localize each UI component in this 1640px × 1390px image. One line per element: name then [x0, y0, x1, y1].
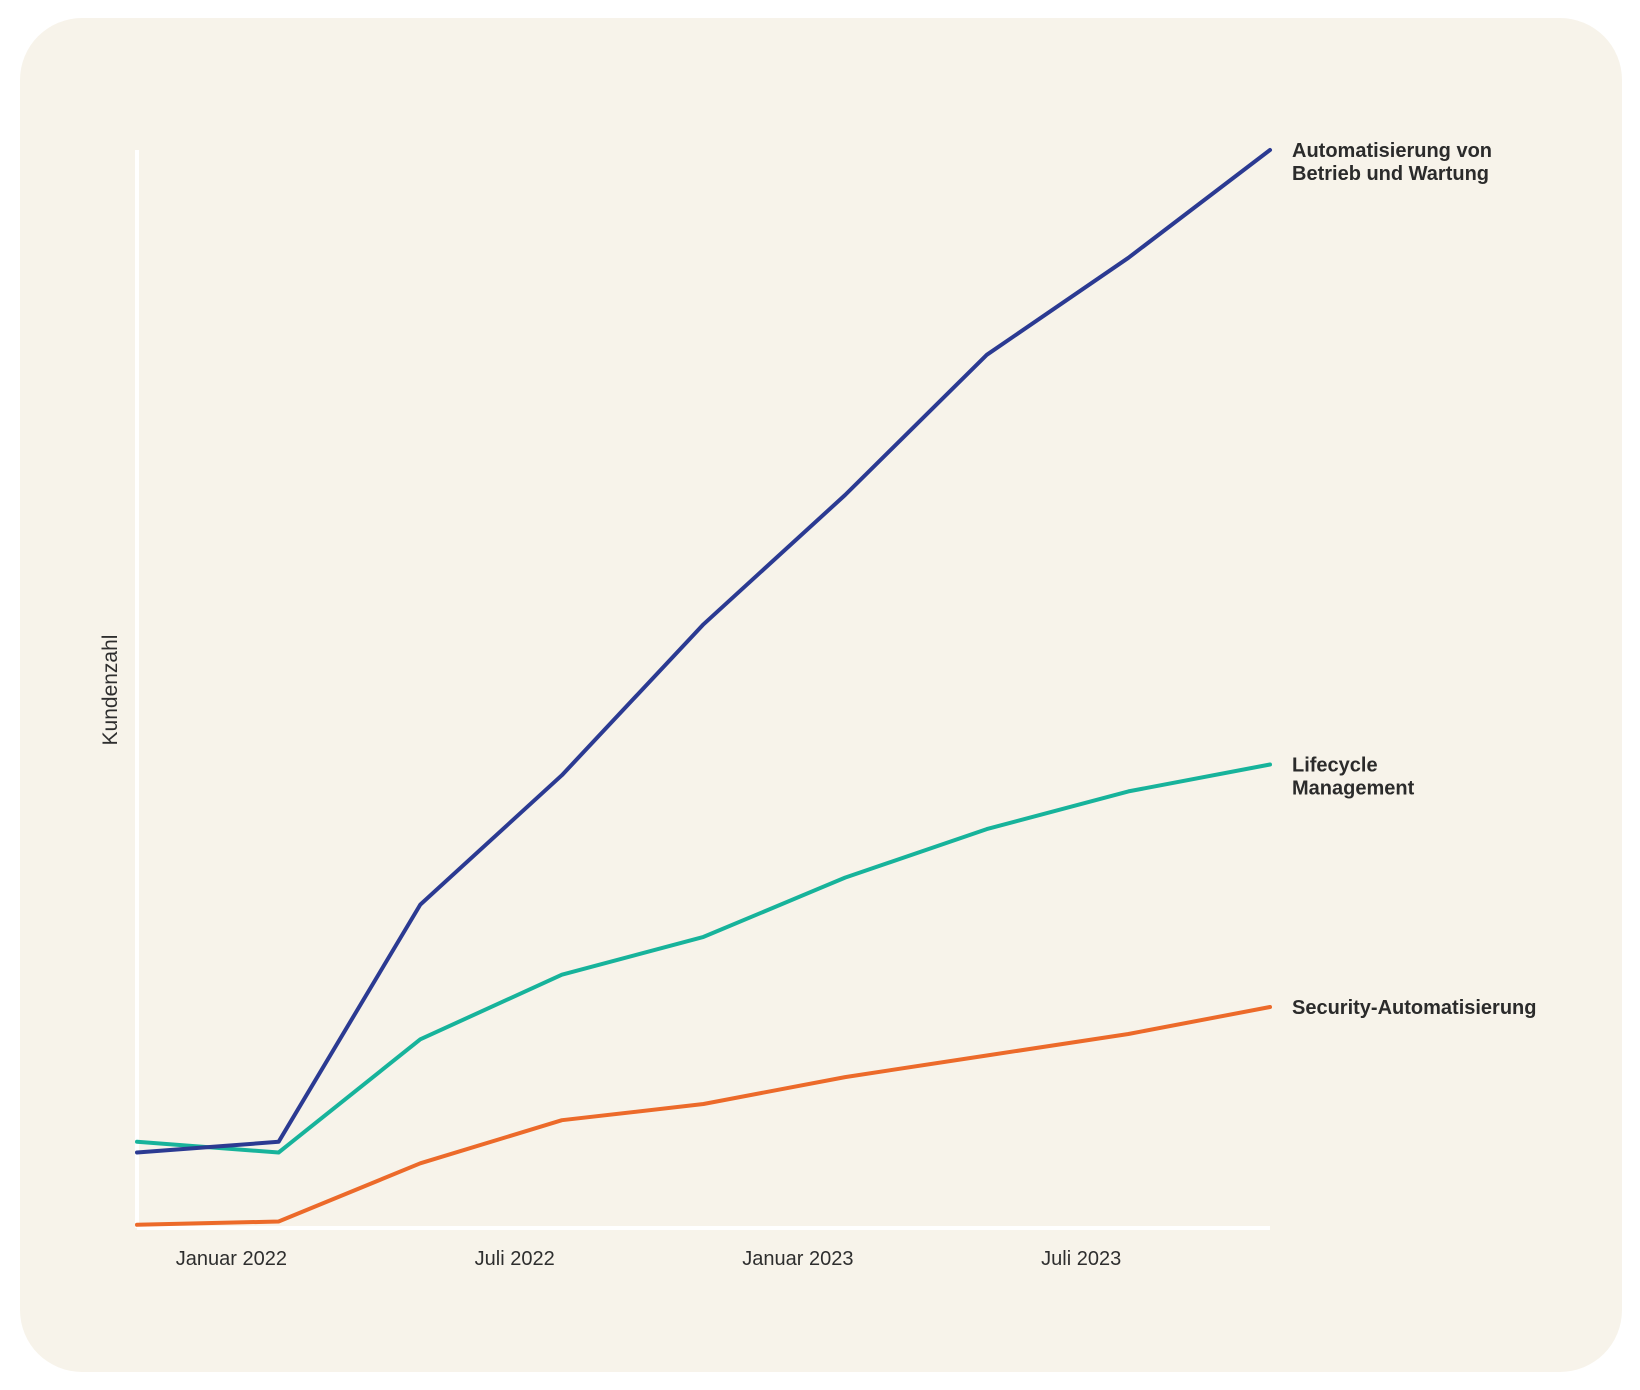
series-label-lifecycle-management: Lifecycle Management	[1292, 755, 1415, 800]
x-tick-label: Juli 2022	[475, 1248, 555, 1270]
series-line-lifecycle-management	[135, 762, 1272, 1155]
x-tick-label: Januar 2023	[742, 1248, 853, 1270]
axes	[135, 150, 1270, 1230]
x-tick-label: Juli 2023	[1041, 1248, 1121, 1270]
series-line-automatisierung-von-betrieb-und-wartung	[135, 148, 1272, 1155]
series-line-security-automatisierung	[135, 1005, 1272, 1227]
y-axis-title: Kundenzahl	[99, 635, 122, 746]
x-tick-label: Januar 2022	[176, 1248, 287, 1270]
x-tick-labels: Januar 2022 Juli 2022 Januar 2023 Juli 2023	[176, 1248, 1121, 1270]
series-labels: Security-Automatisierung Lifecycle Managem…	[1292, 140, 1536, 1019]
series-label-security-automatisierung: Security-Automatisierung	[1292, 997, 1536, 1019]
series-label-automatisierung-von-betrieb-und-wartung: Automatisierung von Betrieb und Wartung	[1292, 140, 1492, 185]
series-lines	[135, 148, 1272, 1227]
